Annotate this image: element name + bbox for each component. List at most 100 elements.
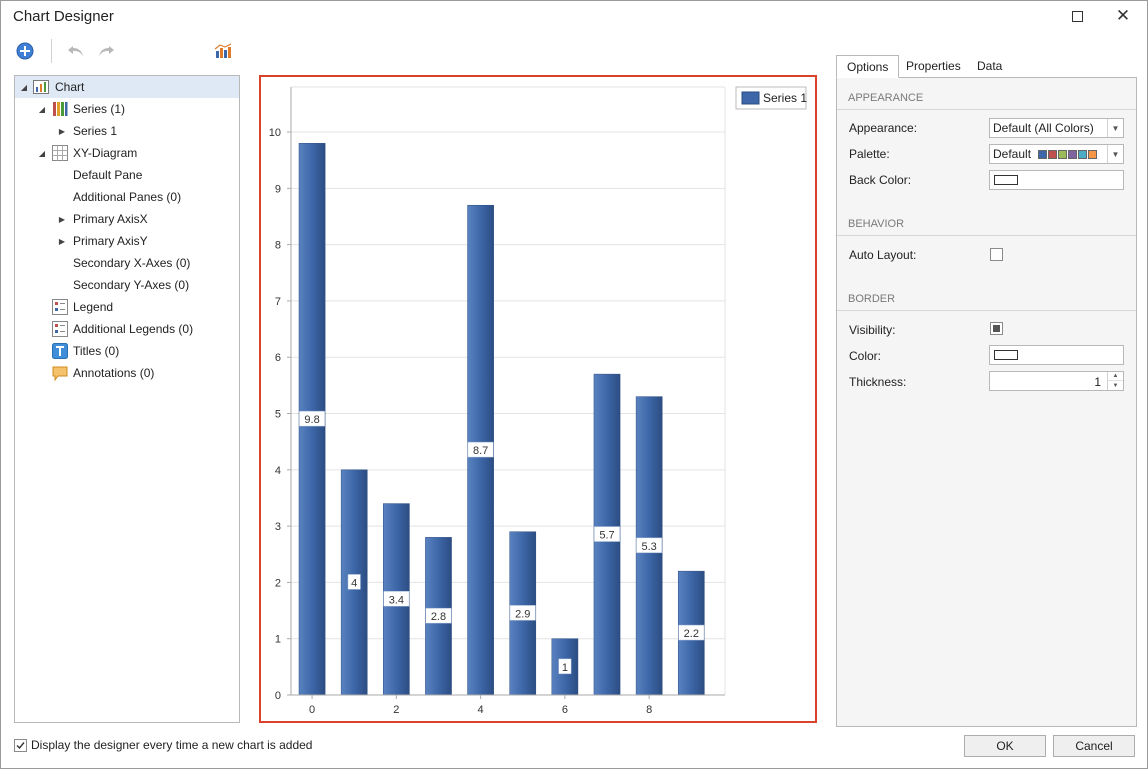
palette-color-swatch — [1058, 150, 1067, 159]
undo-button[interactable] — [63, 37, 89, 65]
data-label: 1 — [562, 662, 568, 674]
spin-down-icon[interactable]: ▼ — [1112, 382, 1119, 389]
tab-data[interactable]: Data — [977, 59, 1003, 73]
expanded-arrow-icon[interactable]: ◢ — [20, 82, 28, 92]
tree-item-primary-axis-x[interactable]: ▶ Primary AxisX — [15, 208, 239, 230]
undo-icon — [68, 46, 83, 56]
color-label: Color: — [849, 349, 882, 363]
collapsed-arrow-icon[interactable]: ▶ — [58, 236, 66, 246]
redo-button[interactable] — [93, 37, 119, 65]
thickness-value: 1 — [1094, 375, 1101, 389]
data-label: 5.3 — [642, 541, 657, 553]
tree-item-series-1[interactable]: ▶ Series 1 — [15, 120, 239, 142]
palette-swatches — [1038, 150, 1098, 159]
border-section-header: BORDER — [837, 287, 1136, 311]
show-designer-checkbox[interactable] — [14, 738, 27, 752]
chart-wizard-button[interactable] — [210, 37, 236, 65]
data-label-box — [509, 605, 536, 621]
tree-item-label: Chart — [55, 80, 85, 94]
maximize-icon — [1071, 10, 1083, 22]
tree-item-secondary-y-axes[interactable]: Secondary Y-Axes (0) — [15, 274, 239, 296]
data-label: 2.9 — [515, 608, 530, 620]
show-designer-option[interactable]: Display the designer every time a new ch… — [14, 738, 312, 752]
chart-elements-tree: ◢ Chart ◢ Series (1) ▶ Series 1 ◢ — [14, 75, 240, 723]
border-color-picker[interactable] — [989, 345, 1124, 365]
close-button[interactable]: ✕ — [1101, 1, 1145, 31]
y-tick-label: 0 — [275, 690, 281, 702]
behavior-section-header: BEHAVIOR — [837, 212, 1136, 236]
data-label-box — [636, 537, 663, 554]
bar-chart: 0 1 2 3 4 5 6 7 8 9 10 0 2 4 6 8 9.8 4 3.4 2.8 8.7 2.9 1 5.7 5.… — [269, 86, 807, 716]
ok-button[interactable]: OK — [964, 735, 1046, 757]
data-label-box — [347, 574, 361, 590]
auto-layout-checkbox[interactable] — [990, 248, 1003, 261]
back-color-picker[interactable] — [989, 170, 1124, 190]
spinner-buttons: ▲ ▼ — [1107, 372, 1123, 390]
data-label-box — [678, 624, 705, 641]
tree-item-series-group[interactable]: ◢ Series (1) — [15, 98, 239, 120]
redo-icon — [99, 46, 114, 56]
dropdown-arrow-icon[interactable]: ▼ — [1107, 145, 1123, 163]
tree-item-label: Primary AxisX — [73, 212, 148, 226]
data-label-box — [425, 607, 452, 624]
annotation-icon — [52, 366, 68, 381]
bar — [551, 638, 579, 696]
data-label-box — [594, 526, 621, 542]
tab-properties[interactable]: Properties — [906, 59, 961, 73]
tree-item-secondary-x-axes[interactable]: Secondary X-Axes (0) — [15, 252, 239, 274]
tree-item-additional-legends[interactable]: Additional Legends (0) — [15, 318, 239, 340]
appearance-label: Appearance: — [849, 121, 918, 135]
thickness-label: Thickness: — [849, 375, 907, 389]
collapsed-arrow-icon[interactable]: ▶ — [58, 214, 66, 224]
chart-preview[interactable]: 0 1 2 3 4 5 6 7 8 9 10 0 2 4 6 8 9.8 4 3.4 2.8 8.7 2.9 1 5.7 5.… — [259, 75, 817, 723]
tree-item-chart[interactable]: ◢ Chart — [15, 76, 239, 98]
appearance-combo[interactable]: Default (All Colors) ▼ — [989, 118, 1124, 138]
tree-item-xy-diagram[interactable]: ◢ XY-Diagram — [15, 142, 239, 164]
data-label: 4 — [351, 577, 357, 589]
y-tick-label: 3 — [275, 521, 281, 533]
show-designer-label: Display the designer every time a new ch… — [31, 738, 313, 752]
tree-item-label: Titles (0) — [73, 344, 120, 358]
tab-options[interactable]: Options — [836, 55, 900, 78]
tree-item-label: Series (1) — [73, 102, 126, 116]
tree-item-label: Primary AxisY — [73, 234, 148, 248]
x-tick-label: 4 — [478, 704, 484, 716]
back-color-label: Back Color: — [849, 173, 912, 187]
tree-item-label: Series 1 — [73, 124, 118, 138]
palette-color-swatch — [1068, 150, 1077, 159]
tree-item-label: Secondary X-Axes (0) — [73, 256, 191, 270]
tree-item-additional-panes[interactable]: Additional Panes (0) — [15, 186, 239, 208]
palette-value: Default — [993, 147, 1032, 161]
add-button[interactable] — [12, 37, 38, 65]
data-label: 5.7 — [599, 530, 614, 542]
tree-item-legend[interactable]: Legend — [15, 296, 239, 318]
appearance-value: Default (All Colors) — [993, 121, 1094, 135]
tree-item-primary-axis-y[interactable]: ▶ Primary AxisY — [15, 230, 239, 252]
tree-item-default-pane[interactable]: Default Pane — [15, 164, 239, 186]
expanded-arrow-icon[interactable]: ◢ — [38, 104, 46, 114]
y-tick-label: 2 — [275, 577, 281, 589]
window-title: Chart Designer — [13, 8, 114, 25]
tree-item-label: Additional Legends (0) — [73, 322, 194, 336]
data-label: 9.8 — [304, 414, 319, 426]
data-label: 2.2 — [684, 628, 699, 640]
visibility-checkbox[interactable] — [990, 322, 1003, 335]
thickness-spinner[interactable]: 1 ▲ ▼ — [989, 371, 1124, 391]
expanded-arrow-icon[interactable]: ◢ — [38, 148, 46, 158]
collapsed-arrow-icon[interactable]: ▶ — [58, 126, 66, 136]
tree-item-annotations[interactable]: Annotations (0) — [15, 362, 239, 384]
y-tick-label: 6 — [275, 352, 281, 364]
tree-item-titles[interactable]: Titles (0) — [15, 340, 239, 362]
maximize-button[interactable] — [1055, 1, 1099, 31]
x-tick-label: 0 — [309, 704, 315, 716]
dropdown-arrow-icon[interactable]: ▼ — [1107, 119, 1123, 137]
cancel-button[interactable]: Cancel — [1053, 735, 1135, 757]
spin-up-icon[interactable]: ▲ — [1108, 372, 1123, 381]
palette-color-swatch — [1038, 150, 1047, 159]
tree-item-label: Additional Panes (0) — [73, 190, 182, 204]
data-label-box — [558, 658, 572, 675]
palette-combo[interactable]: Default ▼ — [989, 144, 1124, 164]
y-tick-label: 4 — [275, 465, 281, 477]
checkmark-icon — [16, 741, 25, 749]
